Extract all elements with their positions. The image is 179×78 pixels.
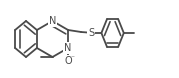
Text: O: O <box>64 56 72 66</box>
Text: ⁻: ⁻ <box>71 54 75 62</box>
Text: S: S <box>88 28 94 38</box>
Text: N: N <box>64 43 72 53</box>
Text: N: N <box>49 16 56 26</box>
